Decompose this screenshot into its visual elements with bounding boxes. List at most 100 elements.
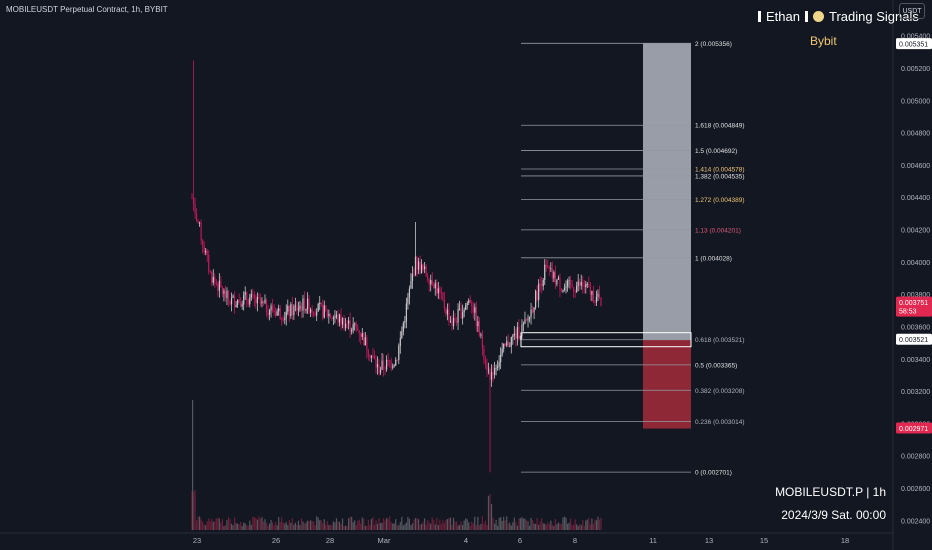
candle-body [265, 299, 268, 313]
candle-body [340, 314, 342, 325]
candle-body [308, 298, 310, 313]
volume-bar [267, 525, 269, 530]
volume-bar [311, 521, 313, 530]
candle-body [361, 333, 363, 337]
volume-bar [510, 525, 512, 530]
candle-body [468, 300, 470, 304]
volume-bar [238, 524, 240, 530]
candle-body [566, 280, 569, 287]
candle-body [278, 308, 280, 312]
volume-bar [545, 524, 547, 530]
candle-body [271, 305, 274, 312]
candle-body [202, 240, 204, 246]
candle-body [305, 308, 307, 311]
candle-body [562, 290, 564, 292]
volume-bar [486, 525, 488, 530]
volume-bar [449, 517, 452, 530]
fib-label: 1.414 (0.004578) [695, 166, 745, 173]
candle-body [504, 343, 506, 346]
candle-body [375, 359, 377, 368]
candle-body [372, 355, 374, 357]
volume-bar [246, 525, 248, 530]
x-tick-label: 15 [760, 536, 768, 545]
volume-bar [547, 522, 549, 530]
volume-bar [419, 524, 421, 530]
fib-label: 0.618 (0.003521) [695, 337, 745, 344]
volume-bar [445, 519, 447, 530]
fib-label: 0 (0.002701) [695, 470, 732, 477]
candle-body [306, 298, 309, 309]
candle-body [548, 267, 550, 269]
volume-bar [500, 517, 502, 530]
candle-body [591, 290, 593, 295]
candle-body [550, 268, 552, 270]
candle-body [346, 323, 348, 325]
candle-body [261, 301, 263, 304]
volume-bar [518, 518, 520, 530]
volume-bar [591, 518, 593, 530]
candle-body [316, 311, 318, 316]
volume-bar [214, 521, 216, 530]
volume-bar [314, 525, 316, 530]
candle-body [500, 354, 502, 363]
volume-bar [501, 520, 503, 530]
x-tick-label: Mar [378, 536, 391, 545]
candle-body [226, 290, 228, 298]
candle-body [314, 313, 316, 316]
volume-bar [399, 521, 401, 530]
volume-bar [483, 523, 485, 530]
volume-bar [519, 518, 522, 530]
candle-body [366, 337, 368, 351]
price-tag-countdown: 58:53 [899, 309, 917, 316]
x-tick-label: 26 [272, 536, 280, 545]
volume-bar [340, 523, 342, 530]
volume-bar [396, 525, 398, 530]
candle-body [521, 324, 523, 336]
candle-body [352, 324, 354, 331]
volume-bar [392, 523, 394, 530]
candle-body [227, 290, 230, 301]
candle-body [387, 359, 389, 361]
price-tag-label: 0.003521 [899, 337, 928, 344]
volume-bar [278, 516, 280, 530]
brand-bar-icon [758, 11, 761, 22]
candle-body [393, 365, 395, 367]
candle-body [284, 317, 286, 321]
candle-body [244, 292, 246, 295]
volume-bar [530, 517, 532, 530]
candle-body [344, 323, 347, 329]
volume-bar [583, 525, 585, 530]
candle-body [390, 361, 392, 368]
volume-bar [468, 522, 470, 530]
candle-body [199, 222, 201, 224]
candle-body [355, 323, 357, 328]
volume-bar [422, 521, 424, 530]
volume-bar [299, 525, 301, 530]
candle-body [211, 271, 213, 283]
volume-bar [209, 521, 211, 530]
volume-bar [303, 523, 306, 530]
volume-bar [565, 517, 567, 530]
y-tick-label: 0.004000 [901, 260, 930, 267]
candle-body [530, 309, 532, 318]
currency-button[interactable]: USDT [899, 3, 925, 19]
candle-body [518, 326, 520, 339]
volume-bar [326, 521, 328, 530]
volume-bar [585, 520, 587, 530]
volume-bar [232, 525, 234, 530]
candle-body [536, 290, 538, 300]
volume-bar [334, 522, 336, 530]
candle-body [424, 266, 426, 269]
candle-body [528, 317, 531, 320]
candle-body [262, 301, 265, 303]
candle-body [436, 283, 438, 294]
volume-bar [524, 518, 526, 530]
candle-body [410, 280, 412, 289]
candle-body [557, 277, 560, 280]
volume-bar [443, 523, 445, 530]
volume-bar [337, 521, 339, 530]
volume-bar [503, 516, 505, 530]
candle-body [195, 213, 198, 221]
